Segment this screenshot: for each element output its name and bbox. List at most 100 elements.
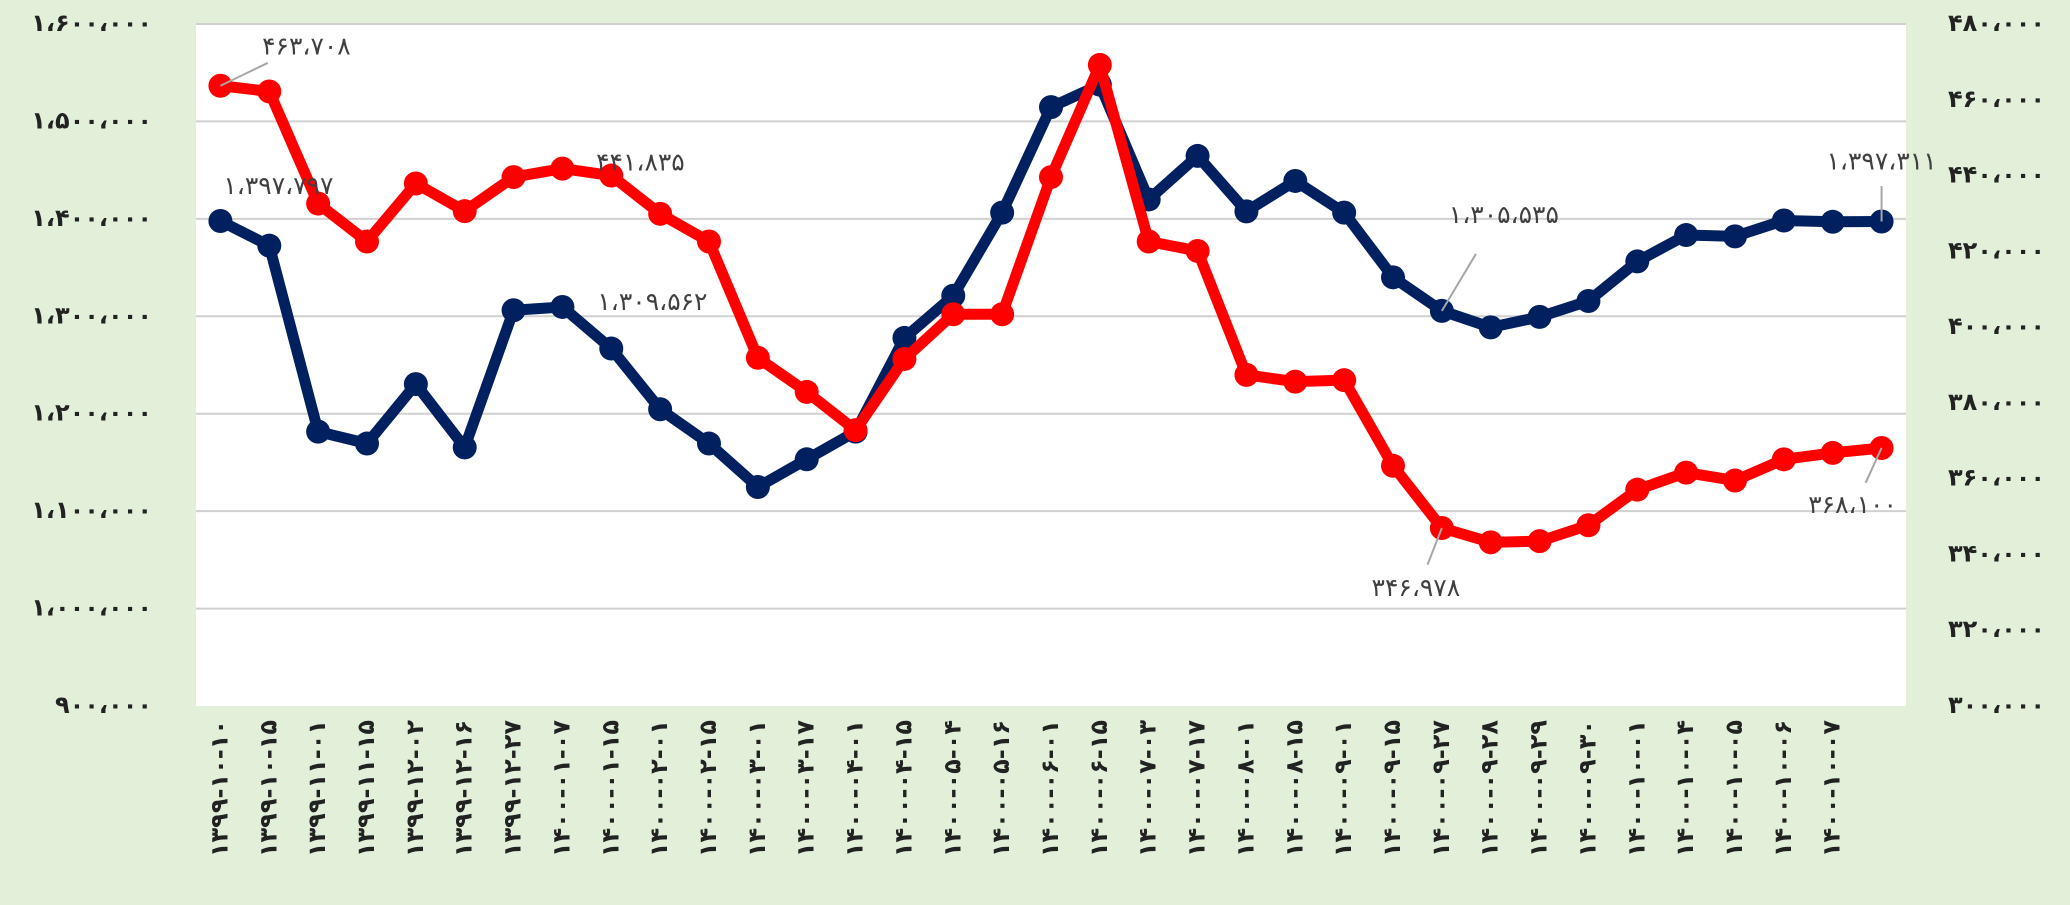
data-point [1039, 95, 1063, 120]
data-point [648, 397, 673, 422]
data-point [745, 474, 770, 499]
x-tick-label: ۱۴۰۰-۱۰-۰۱ [1622, 720, 1650, 857]
data-point [1283, 369, 1308, 394]
data-label: ۳۴۶،۹۷۸ [1372, 573, 1461, 602]
data-point [1478, 530, 1503, 555]
x-tick-label: ۱۳۹۹-۱۰-۱۰ [205, 720, 233, 857]
data-point [1771, 447, 1796, 472]
y2-tick-label: ۴۰۰،۰۰۰ [1948, 312, 2045, 340]
x-tick-label: ۱۴۰۰-۱۰-۰۵ [1720, 720, 1748, 857]
data-point [355, 229, 379, 254]
data-label: ۱،۳۹۷،۳۱۱ [1827, 146, 1937, 175]
data-point [403, 372, 428, 397]
data-point [1625, 477, 1650, 502]
data-point [1576, 513, 1601, 538]
plot-area [196, 24, 1906, 706]
data-point [257, 79, 282, 104]
y-tick-label: ۱،۵۰۰،۰۰۰ [31, 106, 152, 134]
data-point [1332, 200, 1357, 225]
x-tick-label: ۱۳۹۹-۱۱-۱۵ [352, 720, 380, 857]
x-tick-label: ۱۳۹۹-۱۱-۰۱ [303, 720, 331, 857]
data-point [1087, 52, 1112, 77]
data-label: ۴۴۱،۸۳۵ [596, 148, 685, 177]
y2-tick-label: ۴۸۰،۰۰۰ [1948, 9, 2045, 37]
data-point [1527, 304, 1552, 329]
x-tick-label: ۱۴۰۰-۰۶-۱۵ [1085, 720, 1113, 857]
data-point [794, 447, 819, 472]
leader-line [1426, 527, 1443, 565]
data-point [648, 201, 673, 226]
data-point [892, 325, 917, 350]
y2-tick-label: ۳۶۰،۰۰۰ [1948, 464, 2045, 492]
data-label: ۴۶۳،۷۰۸ [262, 32, 351, 61]
x-tick-label: ۱۴۰۰-۰۸-۱۵ [1280, 720, 1308, 857]
data-point [1185, 143, 1210, 168]
data-point [1820, 440, 1845, 465]
data-point [550, 294, 575, 319]
x-tick-label: ۱۴۰۰-۰۹-۰۱ [1329, 720, 1357, 857]
data-point [501, 165, 526, 190]
data-point [1185, 238, 1210, 263]
data-point [1723, 468, 1747, 493]
x-tick-label: ۱۴۰۰-۰۲-۱۵ [694, 720, 722, 857]
y2-tick-label: ۴۲۰،۰۰۰ [1948, 236, 2045, 264]
leader-line [1864, 447, 1883, 484]
data-point [1820, 209, 1845, 234]
x-tick-label: ۱۴۰۰-۰۵-۰۴ [938, 720, 966, 857]
y-tick-label: ۹۰۰،۰۰۰ [55, 691, 152, 719]
data-point [550, 156, 575, 181]
data-point [1674, 460, 1699, 485]
data-point [1234, 362, 1259, 387]
y2-tick-label: ۴۴۰،۰۰۰ [1948, 161, 2045, 189]
x-tick-label: ۱۴۰۰-۰۸-۰۱ [1231, 720, 1259, 857]
data-point [941, 302, 966, 327]
x-tick-label: ۱۴۰۰-۰۹-۲۷ [1427, 720, 1455, 857]
y-tick-label: ۱،۳۰۰،۰۰۰ [31, 301, 152, 329]
x-tick-label: ۱۴۰۰-۰۹-۲۹ [1525, 720, 1553, 857]
x-tick-label: ۱۳۹۹-۱۲-۲۷ [499, 720, 527, 857]
data-point [843, 418, 868, 443]
leader-line [1440, 253, 1477, 312]
data-point [794, 379, 819, 404]
data-point [306, 419, 331, 444]
x-tick-label: ۱۴۰۰-۰۹-۲۸ [1476, 720, 1504, 857]
x-tick-label: ۱۴۰۰-۱۰-۰۴ [1671, 720, 1699, 857]
data-point [599, 336, 624, 361]
data-point [306, 191, 331, 216]
data-label: ۱،۳۰۹،۵۶۲ [597, 287, 707, 316]
y-tick-label: ۱،۱۰۰،۰۰۰ [31, 496, 152, 524]
data-point [257, 233, 282, 258]
data-point [1234, 199, 1259, 224]
x-tick-label: ۱۴۰۰-۰۹-۱۵ [1378, 720, 1406, 857]
x-tick-label: ۱۳۹۹-۱۰-۱۵ [254, 720, 282, 857]
data-point [1381, 453, 1405, 478]
data-point [1136, 229, 1161, 254]
y2-tick-label: ۴۶۰،۰۰۰ [1948, 85, 2045, 113]
x-tick-label: ۱۴۰۰-۱۰-۰۶ [1769, 720, 1797, 857]
x-tick-label: ۱۴۰۰-۰۵-۱۶ [987, 720, 1015, 857]
data-point [599, 163, 624, 188]
data-label: ۱،۳۹۷،۷۹۷ [223, 171, 333, 200]
data-point [1576, 288, 1601, 313]
x-tick-label: ۱۴۰۰-۰۴-۱۵ [889, 720, 917, 857]
x-tick-label: ۱۴۰۰-۰۱-۱۵ [596, 720, 624, 857]
data-point [1039, 165, 1063, 190]
data-point [745, 345, 770, 370]
data-point [501, 298, 526, 323]
data-point [1625, 249, 1650, 274]
x-tick-label: ۱۴۰۰-۰۳-۰۱ [743, 720, 771, 857]
data-point [1283, 168, 1308, 193]
x-tick-label: ۱۴۰۰-۰۷-۰۳ [1134, 720, 1162, 857]
x-tick-label: ۱۴۰۰-۰۱-۰۷ [547, 720, 575, 857]
x-tick-label: ۱۴۰۰-۰۳-۱۷ [792, 720, 820, 857]
data-point [208, 209, 233, 234]
leader-line [219, 62, 269, 87]
x-tick-label: ۱۴۰۰-۰۹-۳۰ [1573, 720, 1601, 857]
x-tick-label: ۱۴۰۰-۱۰-۰۷ [1818, 720, 1846, 857]
data-point [452, 199, 477, 224]
data-point [452, 435, 477, 460]
data-point [892, 346, 917, 371]
x-tick-label: ۱۴۰۰-۰۷-۱۷ [1183, 720, 1211, 857]
y-tick-label: ۱،۰۰۰،۰۰۰ [31, 594, 152, 622]
